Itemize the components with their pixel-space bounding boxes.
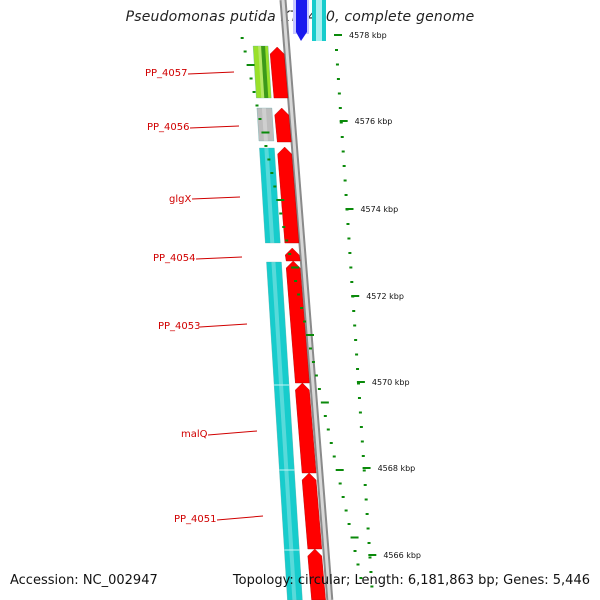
backbone-inner — [281, 0, 332, 600]
gene-block-pp4056 — [256, 107, 275, 142]
red-gene-2 — [274, 107, 292, 143]
gene-block-long — [266, 261, 303, 600]
gene-block-long-highlight — [271, 262, 297, 600]
scale-tick-label: 4570 kbp — [372, 378, 410, 387]
gene-block-glgx-highlight — [264, 148, 275, 243]
genome-summary-text: Topology: circular; Length: 6,181,863 bp… — [232, 573, 590, 588]
gene-label: PP_4057 — [145, 68, 188, 79]
gene-label: malQ — [181, 429, 208, 440]
gene-label-leader — [189, 125, 240, 129]
gene-label: PP_4053 — [158, 321, 201, 332]
top-cyan-gene-highlight — [316, 0, 322, 41]
top-blue-gene — [296, 0, 307, 41]
gene-label: PP_4054 — [153, 253, 196, 264]
scale-tick-label: 4578 kbp — [349, 31, 387, 40]
gene-label: PP_4056 — [147, 122, 190, 133]
scale-tick-label: 4566 kbp — [383, 551, 421, 560]
scale-tick-label: 4568 kbp — [378, 464, 416, 473]
scale-tick-label: 4572 kbp — [366, 292, 404, 301]
red-gene-3 — [277, 146, 300, 244]
gene-label-leader — [207, 430, 258, 436]
gene-label: PP_4051 — [174, 514, 217, 525]
gene-block-glgx — [259, 147, 281, 244]
red-gene-4 — [285, 247, 301, 262]
scale-tick-label: 4574 kbp — [360, 205, 398, 214]
gene-label-leader — [195, 256, 243, 260]
gene-label: glgX — [169, 194, 191, 205]
gene-block-pp4057-stripe — [261, 46, 269, 98]
gene-label-leader — [191, 196, 241, 200]
red-gene-8 — [307, 548, 326, 600]
red-gene-1 — [269, 46, 289, 99]
gene-label-leader — [216, 515, 264, 521]
gene-label-leader — [187, 71, 235, 75]
gene-label-leader — [199, 323, 248, 328]
scale-tick-label: 4576 kbp — [355, 117, 393, 126]
accession-text: Accession: NC_002947 — [10, 573, 158, 588]
